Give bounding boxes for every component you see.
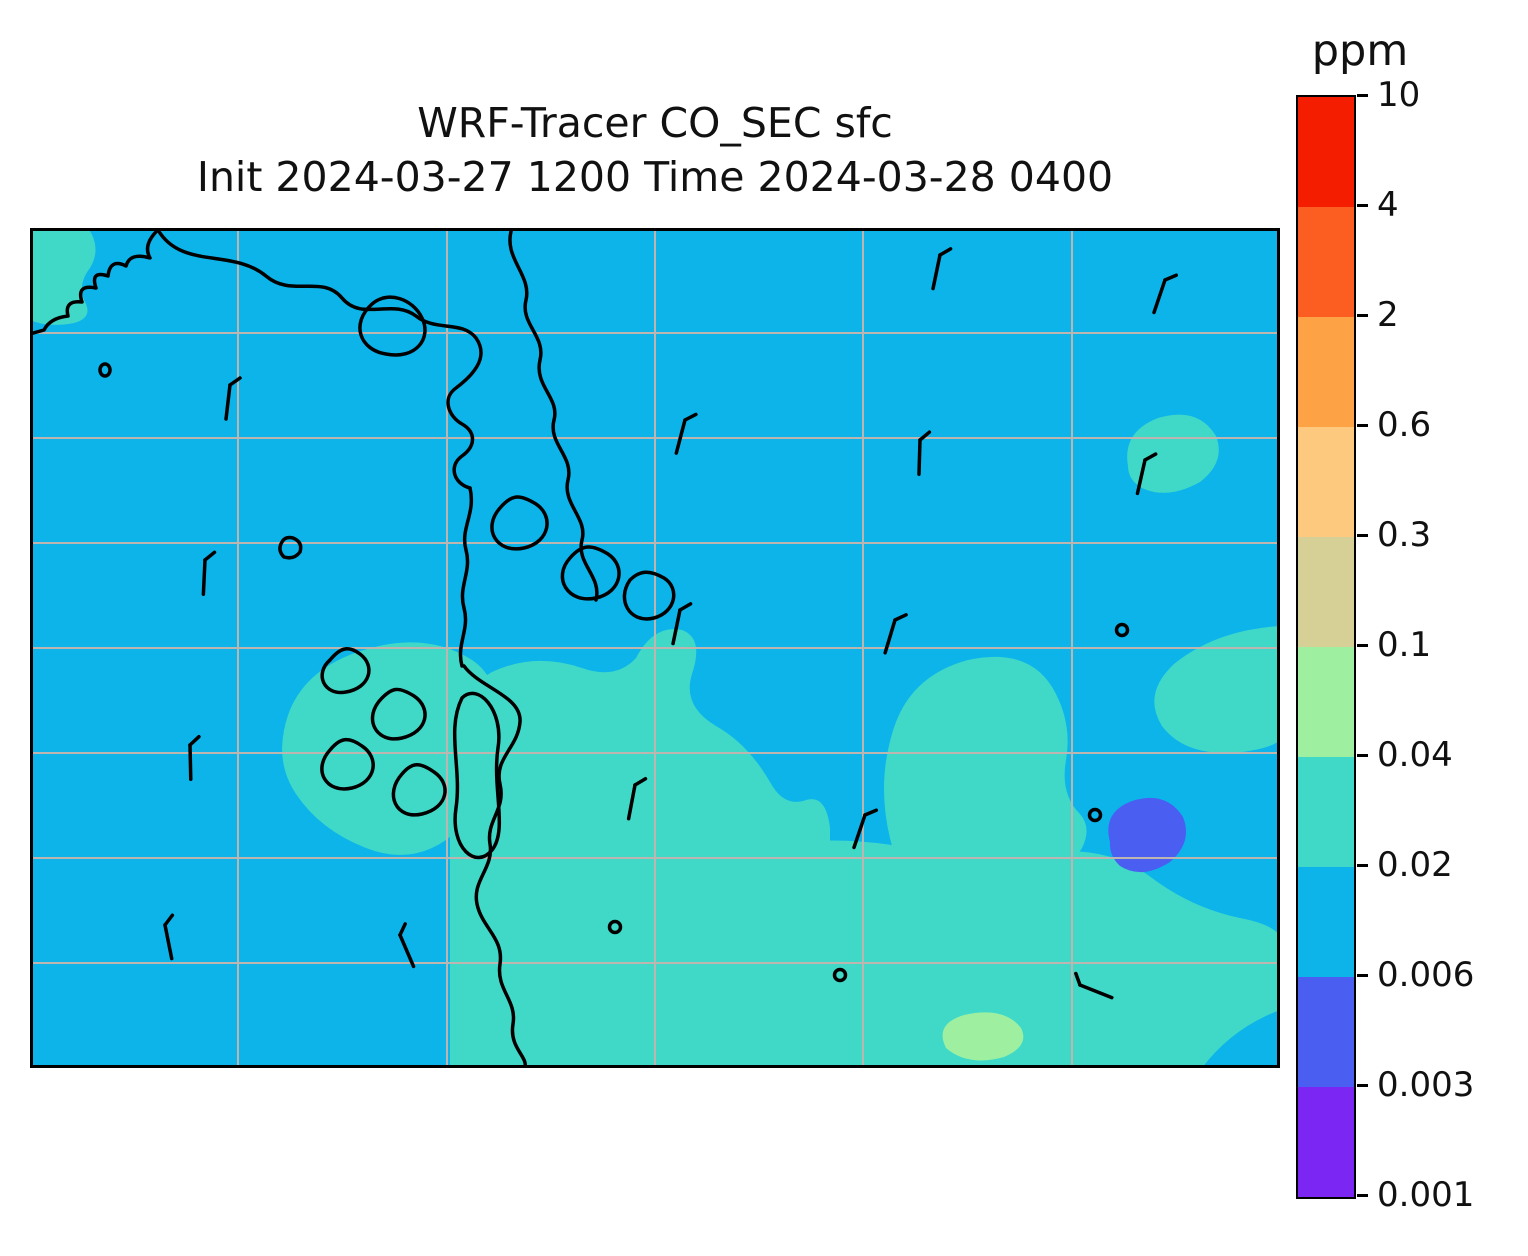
colorbar-unit-label: ppm	[1311, 26, 1409, 76]
coastlines	[28, 226, 676, 1070]
colorbar-band	[1298, 427, 1354, 537]
colorbar-band	[1298, 1087, 1354, 1197]
colorbar-tick: 0.001	[1357, 1175, 1474, 1215]
colorbar-bands	[1296, 95, 1356, 1199]
coastline-arch-island-4	[391, 763, 447, 817]
coastline-fjord-island-2	[560, 545, 621, 601]
tick-mark-icon	[1357, 753, 1368, 757]
colorbar-ticks: 10 4 2 0.6 0.3 0.1 0.04 0.02 0.006 0.003 0.001	[1357, 75, 1517, 1215]
tick-mark-icon	[1357, 423, 1368, 427]
coastline-descent	[458, 486, 473, 668]
coastline-north	[156, 228, 483, 490]
wind-barbs	[157, 245, 1178, 1000]
coastline-arch-island-3	[320, 737, 375, 791]
colorbar-tick: 0.006	[1357, 955, 1474, 995]
coastline-fjord-island-3	[622, 570, 676, 621]
region-bottom-band	[460, 840, 1280, 1068]
colorbar-tick: 0.3	[1357, 515, 1431, 555]
colorbar-band	[1298, 977, 1354, 1087]
coastline-fjord-island-1	[490, 495, 549, 551]
colorbar-tick: 4	[1357, 185, 1399, 225]
coastline-top-left	[28, 226, 162, 336]
colorbar-band	[1298, 757, 1354, 867]
coastline-islet-small	[278, 535, 303, 560]
tick-label: 0.04	[1377, 735, 1453, 775]
calm-wind-circle	[1087, 807, 1103, 823]
tick-mark-icon	[1357, 93, 1368, 97]
tick-mark-icon	[1357, 1193, 1368, 1197]
colorbar-band	[1298, 867, 1354, 977]
tick-mark-icon	[1357, 203, 1368, 207]
latlon-grid	[30, 228, 1280, 1068]
region-archipelago	[282, 642, 501, 855]
region-green-patch	[942, 1012, 1024, 1061]
calm-wind-circle	[832, 967, 848, 983]
plot-border	[30, 228, 1280, 1068]
tick-mark-icon	[1357, 973, 1368, 977]
tick-mark-icon	[1357, 313, 1368, 317]
colorbar-tick: 0.1	[1357, 625, 1431, 665]
tick-mark-icon	[1357, 1083, 1368, 1087]
plot-title-line1: WRF-Tracer CO_SEC sfc	[417, 99, 893, 147]
plot-title: WRF-Tracer CO_SEC sfc Init 2024-03-27 12…	[30, 96, 1280, 204]
coastline-south	[462, 664, 527, 1070]
coastline-islet	[98, 362, 112, 378]
region-right-edge-patch	[1154, 626, 1280, 753]
colorbar-band	[1298, 317, 1354, 427]
tick-mark-icon	[1357, 533, 1368, 537]
tick-label: 0.3	[1377, 515, 1432, 555]
colorbar-tick: 0.6	[1357, 405, 1431, 445]
colorbar-tick: 0.04	[1357, 735, 1453, 775]
tick-label: 0.1	[1377, 625, 1432, 665]
tick-label: 2	[1377, 295, 1399, 335]
concentration-regions-002-004	[30, 228, 1280, 1068]
colorbar-band	[1298, 97, 1354, 207]
tick-mark-icon	[1357, 863, 1368, 867]
colorbar-tick: 0.003	[1357, 1065, 1474, 1105]
coastline-island-loop	[358, 295, 427, 357]
plot-title-line2: Init 2024-03-27 1200 Time 2024-03-28 040…	[196, 153, 1114, 202]
tick-mark-icon	[1357, 643, 1368, 647]
region-top-right-patch	[1127, 414, 1219, 493]
tick-label: 0.6	[1377, 405, 1432, 445]
tick-label: 0.006	[1377, 955, 1475, 995]
region-right-lobe	[884, 656, 1087, 880]
region-blue-blob	[1108, 797, 1187, 873]
tick-label: 4	[1377, 185, 1399, 225]
map-area	[28, 226, 1280, 1070]
colorbar-band	[1298, 207, 1354, 317]
tick-label: 10	[1377, 75, 1421, 115]
tick-label: 0.003	[1377, 1065, 1475, 1105]
colorbar-band	[1298, 537, 1354, 647]
map-plot	[28, 226, 1280, 1070]
colorbar-tick: 2	[1357, 295, 1399, 335]
calm-wind-circle	[1114, 622, 1130, 638]
coastline-arch-island-2	[370, 687, 427, 741]
tick-label: 0.001	[1377, 1175, 1475, 1215]
colorbar-band	[1298, 647, 1354, 757]
calm-wind-circle	[607, 919, 623, 935]
tick-label: 0.02	[1377, 845, 1453, 885]
colorbar-tick: 0.02	[1357, 845, 1453, 885]
coastline-arch-island-1	[320, 647, 371, 695]
colorbar-tick: 10	[1357, 75, 1420, 115]
coastline-top-inlet	[508, 226, 599, 602]
